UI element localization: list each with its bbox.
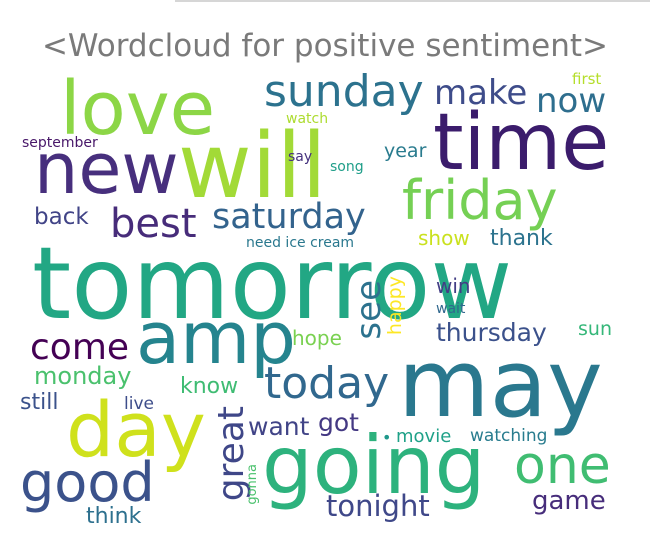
- word-see: see: [349, 280, 389, 340]
- word-game: game: [532, 486, 606, 516]
- word-good: good: [20, 451, 155, 514]
- word-today: today: [264, 358, 390, 409]
- figure-title: <Wordcloud for positive sentiment>: [41, 28, 609, 64]
- word-come: come: [30, 327, 130, 368]
- word-year: year: [384, 140, 427, 162]
- word-saturday: saturday: [212, 197, 366, 237]
- word-win: win: [436, 274, 471, 298]
- word-think: think: [86, 504, 142, 529]
- word-say: say: [288, 149, 313, 165]
- word-may: may: [398, 330, 603, 439]
- word-one: one: [514, 436, 611, 496]
- word-sun: sun: [578, 318, 612, 340]
- word-tomorrow: tomorrow: [32, 225, 513, 342]
- word-happy: happy: [384, 276, 406, 336]
- word-time: time: [433, 98, 610, 188]
- word-now: now: [536, 81, 607, 121]
- word-song: song: [330, 159, 364, 175]
- word-love: love: [60, 66, 216, 152]
- word-day: day: [66, 385, 206, 474]
- word-movie: movie: [396, 426, 452, 447]
- word-tonight: tonight: [326, 489, 430, 523]
- word-first: first: [572, 70, 602, 88]
- word-amp: amp: [136, 296, 296, 380]
- word-need-ice-cream: need ice cream: [246, 235, 355, 251]
- word-friday: friday: [402, 169, 558, 232]
- word-thursday: thursday: [436, 318, 547, 347]
- word-september: september: [22, 135, 98, 151]
- top-border-line: [175, 0, 650, 2]
- word-wait: wait: [436, 301, 466, 317]
- word-best: best: [110, 201, 197, 247]
- word-gonna: gonna: [245, 464, 260, 505]
- word-watch: watch: [286, 111, 329, 127]
- word-back: back: [34, 204, 89, 230]
- word-sunday: sunday: [264, 66, 424, 117]
- word-dot: •: [382, 428, 392, 447]
- word-hope: hope: [292, 326, 342, 350]
- word-want: want: [248, 412, 310, 441]
- word-will: will: [178, 114, 327, 219]
- word-going: going: [262, 419, 486, 512]
- word-watching: watching: [470, 426, 548, 446]
- word-monday: monday: [34, 362, 132, 390]
- word-make: make: [434, 73, 528, 113]
- word-got: got: [318, 408, 359, 437]
- word-know: know: [180, 374, 239, 399]
- word-show: show: [418, 226, 470, 250]
- word-thank: thank: [490, 226, 553, 251]
- word-new: new: [34, 128, 179, 210]
- word-live: live: [124, 394, 154, 414]
- word-still: still: [20, 390, 59, 415]
